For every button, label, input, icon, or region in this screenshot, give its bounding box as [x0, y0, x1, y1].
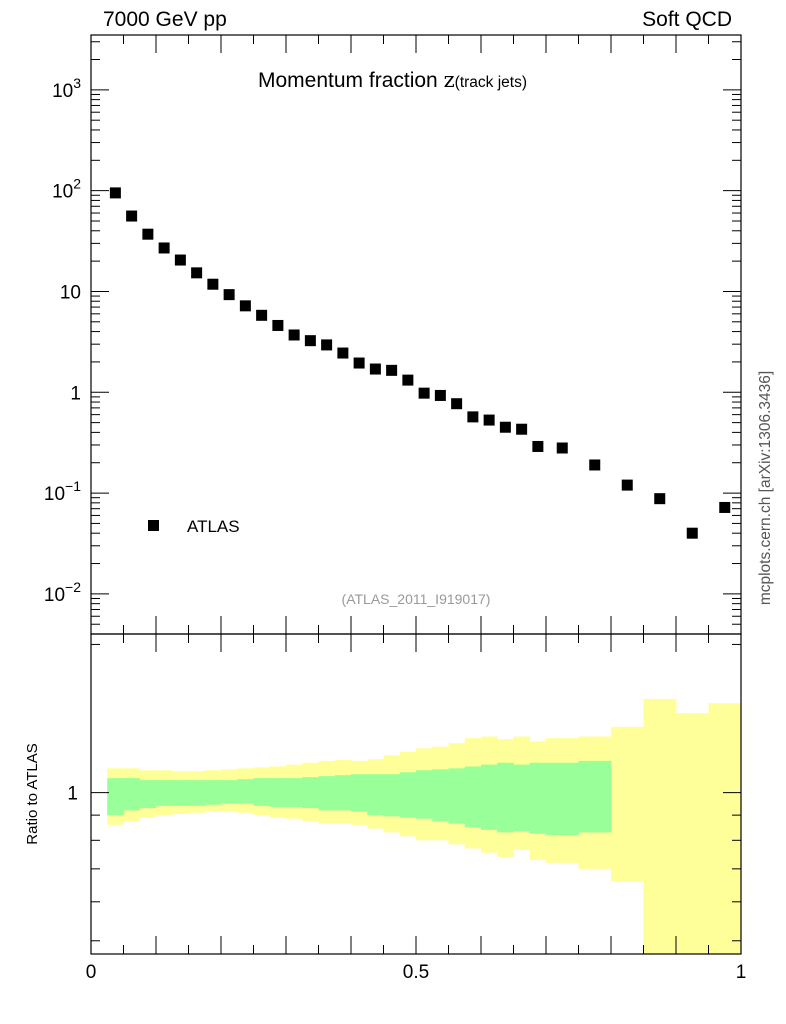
- y-tick-label-main: 102: [52, 176, 81, 203]
- data-point-atlas: [158, 242, 170, 254]
- data-point-atlas: [418, 387, 430, 399]
- ratio-band-outer-bin: [708, 703, 742, 954]
- ratio-band-inner-bin: [399, 772, 417, 818]
- data-point-atlas: [321, 339, 333, 351]
- data-point-atlas: [272, 319, 284, 331]
- ratio-band-inner-bin: [204, 780, 222, 805]
- data-point-atlas: [589, 459, 601, 471]
- data-point-atlas: [719, 501, 731, 513]
- data-point-atlas: [142, 228, 154, 240]
- legend-marker: [148, 520, 159, 531]
- ratio-band-inner-bin: [481, 764, 498, 830]
- data-point-atlas: [256, 309, 268, 321]
- data-point-atlas: [191, 267, 203, 279]
- ratio-bands: [107, 698, 742, 954]
- plot-title: Momentum fraction z(track jets): [258, 68, 527, 92]
- ratio-band-inner-bin: [221, 780, 238, 804]
- ratio-band-outer-bin: [676, 713, 709, 954]
- ratio-band-inner-bin: [107, 778, 124, 816]
- data-point-atlas: [402, 374, 414, 386]
- ratio-band-inner-bin: [302, 777, 319, 809]
- data-point-atlas: [621, 479, 633, 491]
- y-tick-label-main: 10−2: [44, 579, 81, 606]
- header-process-label: Soft QCD: [642, 8, 732, 31]
- legend-entry-atlas: ATLAS: [187, 517, 240, 536]
- ratio-band-inner-bin: [578, 760, 612, 833]
- ratio-band-inner-bin: [464, 766, 482, 828]
- ratio-band-inner-bin: [286, 778, 303, 807]
- ratio-band-inner-bin: [529, 762, 547, 834]
- ratio-band-inner-bin: [253, 778, 271, 806]
- ratio-ylabel: Ratio to ATLAS: [24, 743, 41, 844]
- main-plot-frame: [90, 34, 742, 635]
- data-point-atlas: [288, 329, 300, 341]
- data-point-atlas: [369, 363, 381, 375]
- ratio-band-outer-bin: [643, 698, 677, 954]
- data-point-atlas: [532, 440, 544, 452]
- y-tick-label-ratio: 1: [67, 784, 78, 805]
- data-point-atlas: [109, 187, 121, 199]
- data-points: [109, 187, 731, 539]
- y-tick-label-main: 10: [60, 282, 81, 303]
- y-tick-label-main: 10−1: [44, 478, 81, 505]
- data-point-atlas: [467, 411, 479, 423]
- data-point-atlas: [556, 442, 568, 454]
- x-tick-label: 0: [86, 962, 97, 983]
- ratio-band-inner-bin: [269, 778, 287, 807]
- ratio-band-inner-bin: [156, 780, 173, 806]
- plot-title-z: z: [444, 68, 455, 92]
- ratio-band-inner-bin: [172, 780, 189, 806]
- ratio-band-inner-bin: [351, 774, 368, 812]
- ratio-band-inner-bin: [513, 764, 531, 832]
- ratio-band-inner-bin: [123, 778, 141, 811]
- ratio-band-inner-bin: [448, 768, 466, 824]
- ratio-band-inner-bin: [383, 774, 401, 817]
- data-point-atlas: [353, 357, 365, 369]
- ratio-band-inner-bin: [237, 779, 254, 804]
- header-energy-label: 7000 GeV pp: [103, 8, 227, 31]
- data-point-atlas: [337, 347, 349, 359]
- ratio-band-inner-bin: [188, 780, 206, 806]
- x-tick-label: 1: [736, 962, 747, 983]
- ratio-band-inner-bin: [432, 769, 449, 822]
- ratio-band-inner-bin: [334, 775, 352, 811]
- data-point-atlas: [304, 335, 316, 347]
- plot-title-sub: (track jets): [455, 74, 527, 91]
- ratio-band-inner-bin: [367, 774, 384, 816]
- y-tick-label-main: 1: [70, 383, 81, 404]
- plot-title-main: Momentum fraction: [258, 69, 444, 92]
- data-point-atlas: [386, 364, 398, 376]
- x-tick-label: 0.5: [403, 962, 429, 983]
- data-point-atlas: [239, 300, 251, 312]
- ratio-band-inner-bin: [318, 776, 336, 811]
- data-point-atlas: [434, 389, 446, 401]
- analysis-label: (ATLAS_2011_I919017): [342, 591, 491, 607]
- data-point-atlas: [126, 210, 138, 222]
- ratio-band-inner-bin: [416, 770, 433, 819]
- y-tick-label-main: 103: [52, 75, 81, 102]
- data-point-atlas: [174, 254, 186, 266]
- data-point-atlas: [654, 493, 666, 505]
- data-point-atlas: [223, 289, 235, 301]
- data-point-atlas: [483, 414, 495, 426]
- ratio-band-outer-bin: [611, 726, 644, 882]
- ratio-band-inner-bin: [139, 780, 157, 809]
- data-point-atlas: [207, 278, 219, 290]
- axis-ticks: [90, 35, 742, 954]
- data-point-atlas: [499, 421, 511, 433]
- data-point-atlas: [451, 398, 463, 410]
- ratio-band-inner-bin: [497, 762, 514, 833]
- data-point-atlas: [516, 423, 528, 435]
- data-point-atlas: [686, 527, 698, 539]
- ratio-band-inner-bin: [546, 762, 579, 836]
